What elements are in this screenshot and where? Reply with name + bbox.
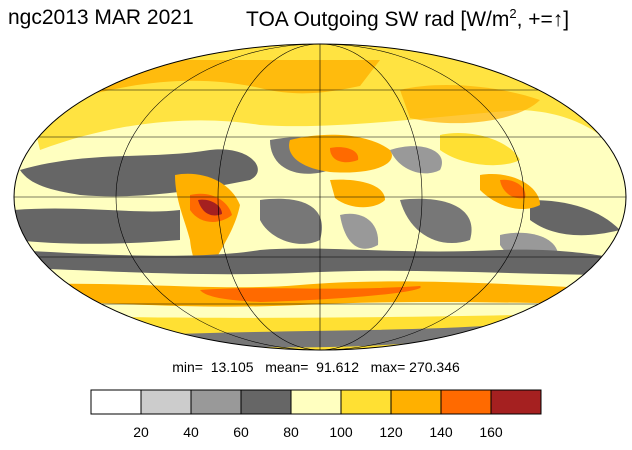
stats-line: min= 13.105 mean= 91.612 max= 270.346 bbox=[172, 359, 460, 375]
colorbar-tick-label: 80 bbox=[283, 424, 299, 440]
cafrica bbox=[330, 179, 385, 208]
title-right-main: TOA Outgoing SW rad [W/m bbox=[246, 8, 510, 31]
colorbar-tick-label: 60 bbox=[233, 424, 249, 440]
colorbar-swatch-6 bbox=[390, 389, 442, 415]
amazon-core bbox=[198, 199, 222, 216]
title-right-tail: , +=↑] bbox=[516, 8, 570, 31]
colorbar-swatch-1 bbox=[140, 389, 192, 415]
colorbar-swatch-2 bbox=[190, 389, 242, 415]
colorbar-tick-label: 100 bbox=[329, 424, 353, 440]
colorbar-swatch-0 bbox=[90, 389, 142, 415]
globe-outline bbox=[13, 43, 627, 351]
southern-red bbox=[200, 286, 421, 302]
colorbar-swatch-3 bbox=[240, 389, 292, 415]
antarctic-gray bbox=[150, 325, 500, 348]
wpacific-gray bbox=[530, 200, 620, 236]
asia-band bbox=[440, 132, 520, 166]
eatl-gray bbox=[260, 198, 322, 244]
graticule bbox=[14, 44, 626, 350]
colorbar-tick-label: 140 bbox=[429, 424, 453, 440]
sahara-core bbox=[330, 147, 359, 163]
colorbar-tick-label: 120 bbox=[379, 424, 403, 440]
map-field bbox=[14, 44, 626, 350]
colorbar-tick-label: 40 bbox=[183, 424, 199, 440]
colorbar-swatch-4 bbox=[290, 389, 342, 415]
arabia bbox=[390, 146, 442, 174]
colorbar-tick-label: 160 bbox=[479, 424, 503, 440]
colorbar-swatch-7 bbox=[440, 389, 492, 415]
colorbar-swatch-5 bbox=[340, 389, 392, 415]
safrica bbox=[340, 213, 379, 249]
indian-gray bbox=[400, 198, 472, 244]
maritime-core bbox=[500, 179, 526, 199]
colorbar bbox=[90, 389, 542, 415]
colorbar-tick-label: 20 bbox=[133, 424, 149, 440]
plot-title-right: TOA Outgoing SW rad [W/m2, +=↑] bbox=[246, 6, 569, 32]
title-right-sup: 2 bbox=[509, 6, 517, 21]
north-cloud-b bbox=[400, 85, 540, 124]
colorbar-swatch-8 bbox=[490, 389, 542, 415]
plot-title-left: ngc2013 MAR 2021 bbox=[8, 6, 194, 29]
epacific-gray bbox=[14, 208, 180, 244]
